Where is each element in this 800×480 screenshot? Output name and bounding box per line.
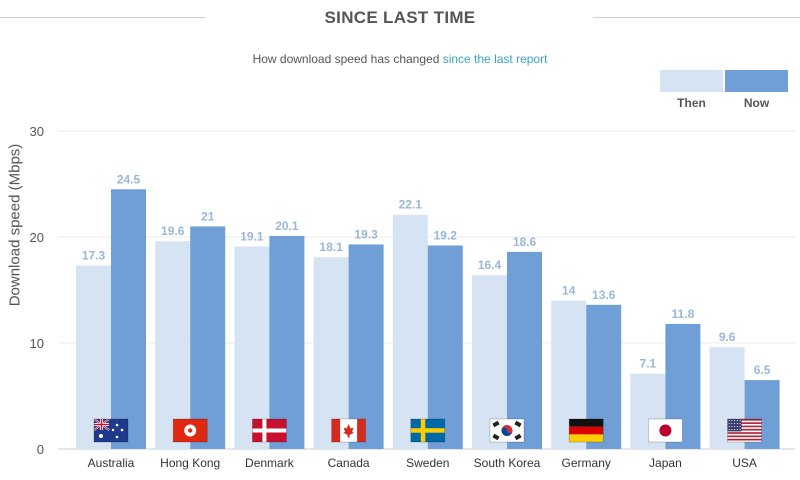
x-tick-label: Hong Kong <box>160 456 220 470</box>
value-label-then: 18.1 <box>319 240 343 254</box>
x-tick-label: Sweden <box>406 456 449 470</box>
x-tick-label: Canada <box>328 456 370 470</box>
japan-flag <box>648 418 683 443</box>
legend-label-then[interactable]: Then <box>677 96 706 110</box>
usa-flag <box>727 418 762 443</box>
bar-now-denmark[interactable] <box>269 235 305 449</box>
bar-then-canada[interactable] <box>313 257 349 449</box>
x-tick-label: USA <box>732 456 757 470</box>
denmark-flag <box>251 418 287 443</box>
subtitle-text: How download speed has changed <box>252 52 443 66</box>
value-label-now: 13.6 <box>592 288 616 302</box>
bar-now-canada[interactable] <box>348 244 384 449</box>
sweden-flag <box>410 418 446 443</box>
value-label-now: 19.3 <box>354 227 378 241</box>
title-rule-right <box>593 17 800 18</box>
australia-flag <box>93 418 129 443</box>
value-label-then: 14 <box>562 284 576 298</box>
legend-label-now[interactable]: Now <box>743 96 770 110</box>
bar-then-denmark[interactable] <box>234 246 270 449</box>
x-tick-label: Germany <box>562 456 611 470</box>
bar-now-sweden[interactable] <box>427 245 463 449</box>
canada-flag <box>331 418 367 443</box>
value-label-then: 16.4 <box>478 258 502 272</box>
bar-now-south-korea[interactable] <box>507 251 542 449</box>
legend-swatch-now[interactable] <box>725 70 788 92</box>
bar-now-hong-kong[interactable] <box>190 226 226 449</box>
chart-title: SINCE LAST TIME <box>324 8 476 27</box>
value-label-now: 21 <box>201 209 215 223</box>
y-tick-label: 10 <box>30 336 44 351</box>
value-label-now: 20.1 <box>275 219 299 233</box>
value-label-now: 19.2 <box>434 228 458 242</box>
bar-then-australia[interactable] <box>76 265 111 449</box>
bar-then-hong-kong[interactable] <box>155 241 191 449</box>
value-label-now: 11.8 <box>672 307 695 321</box>
value-label-now: 18.6 <box>513 235 537 249</box>
x-tick-label: South Korea <box>474 456 541 470</box>
value-label-then: 19.1 <box>240 230 264 244</box>
south-korea-flag <box>489 418 525 443</box>
x-tick-label: Japan <box>649 456 682 470</box>
y-tick-label: 0 <box>37 442 44 457</box>
value-label-then: 22.1 <box>399 198 423 212</box>
value-label-then: 17.3 <box>82 249 106 263</box>
value-label-then: 9.6 <box>719 330 736 344</box>
value-label-then: 7.1 <box>640 357 657 371</box>
title-rule-left <box>0 17 205 18</box>
legend-swatch-then[interactable] <box>660 70 723 92</box>
value-label-now: 6.5 <box>754 363 771 377</box>
value-label-then: 19.6 <box>161 224 185 238</box>
value-label-now: 24.5 <box>117 172 141 186</box>
bar-then-sweden[interactable] <box>392 214 428 449</box>
x-tick-label: Denmark <box>245 456 295 470</box>
bar-now-australia[interactable] <box>111 189 146 450</box>
since-last-report-link[interactable]: since the last report <box>442 52 548 66</box>
y-tick-label: 20 <box>30 230 44 245</box>
x-tick-label: Australia <box>88 456 135 470</box>
hong-kong-flag <box>172 418 208 443</box>
chart-subtitle: How download speed has changed since the… <box>0 52 800 66</box>
y-tick-label: 30 <box>30 124 44 139</box>
germany-flag <box>568 418 604 443</box>
